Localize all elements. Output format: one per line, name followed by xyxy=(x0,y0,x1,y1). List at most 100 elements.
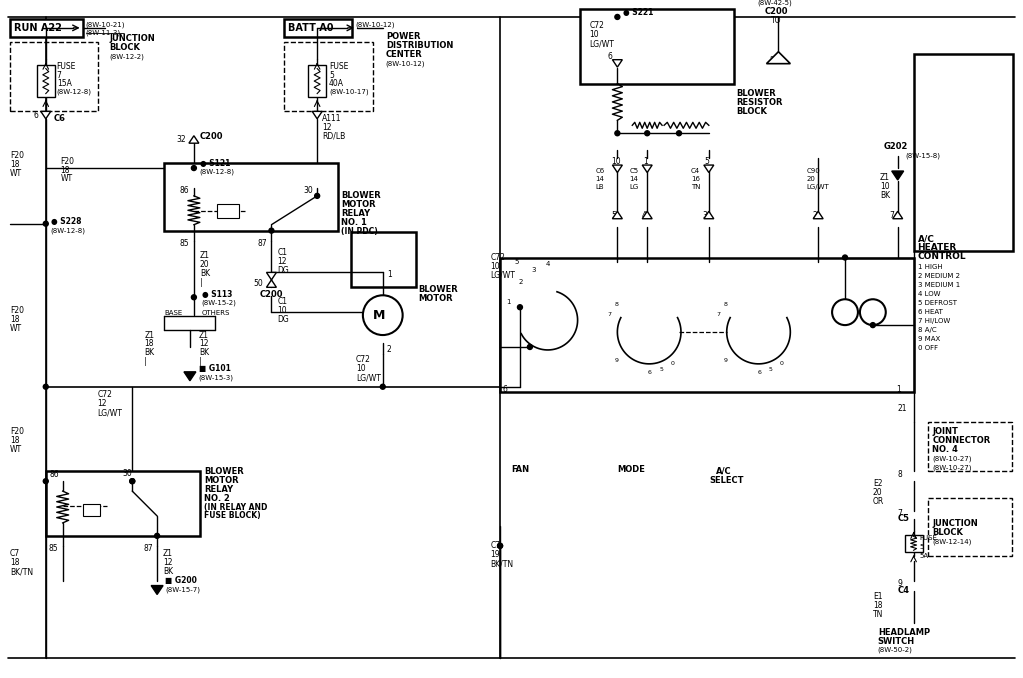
Text: C1: C1 xyxy=(277,248,287,257)
Text: 30: 30 xyxy=(303,186,313,195)
Text: 4: 4 xyxy=(546,262,550,267)
Text: (IN RELAY AND: (IN RELAY AND xyxy=(204,502,267,511)
Text: G202: G202 xyxy=(884,142,908,151)
Text: ● S121: ● S121 xyxy=(199,159,230,167)
Bar xyxy=(351,232,415,287)
Text: 5: 5 xyxy=(769,367,773,372)
Bar xyxy=(308,65,326,97)
Text: 10: 10 xyxy=(880,182,889,191)
Text: JUNCTION: JUNCTION xyxy=(933,519,978,528)
Text: FUSE: FUSE xyxy=(920,535,937,541)
Polygon shape xyxy=(266,280,276,287)
Text: (8W-11-3): (8W-11-3) xyxy=(86,30,121,36)
Text: 4: 4 xyxy=(641,212,647,220)
Bar xyxy=(164,163,338,231)
Text: BK/TN: BK/TN xyxy=(490,559,514,568)
Text: |: | xyxy=(144,357,147,366)
Text: LB: LB xyxy=(595,184,605,190)
Text: (8W-12-8): (8W-12-8) xyxy=(199,169,235,176)
Text: LG: LG xyxy=(629,184,638,190)
Text: Z1: Z1 xyxy=(144,331,154,340)
Text: |: | xyxy=(198,357,202,366)
Text: 10: 10 xyxy=(612,157,621,165)
Text: ● S113: ● S113 xyxy=(202,290,232,299)
Text: 18: 18 xyxy=(144,340,153,348)
Text: 1: 1 xyxy=(896,385,900,394)
Text: MOTOR: MOTOR xyxy=(418,294,453,303)
Polygon shape xyxy=(312,111,322,119)
Text: A111: A111 xyxy=(322,114,342,123)
Text: Z1: Z1 xyxy=(199,251,210,260)
Text: 12: 12 xyxy=(163,558,173,567)
Text: (IN PDC): (IN PDC) xyxy=(341,227,377,236)
Text: 6 HEAT: 6 HEAT xyxy=(918,309,942,315)
Text: 6: 6 xyxy=(608,52,613,61)
Text: 1: 1 xyxy=(387,270,392,279)
Text: CONTROL: CONTROL xyxy=(918,252,966,261)
Text: 9: 9 xyxy=(724,357,728,363)
Circle shape xyxy=(676,131,681,136)
Text: 7 HI/LOW: 7 HI/LOW xyxy=(918,318,949,324)
Text: DG: DG xyxy=(277,315,290,323)
Text: C90: C90 xyxy=(806,168,820,174)
Text: 2: 2 xyxy=(519,279,524,285)
Text: RD/LB: RD/LB xyxy=(322,132,346,141)
Text: WT: WT xyxy=(10,169,23,178)
Text: BATT A0: BATT A0 xyxy=(288,23,333,33)
Text: TN: TN xyxy=(691,184,701,190)
Text: BLOCK: BLOCK xyxy=(109,43,140,52)
Polygon shape xyxy=(189,136,198,143)
Polygon shape xyxy=(642,165,652,172)
Text: BLOCK: BLOCK xyxy=(933,528,964,538)
Text: POWER: POWER xyxy=(386,33,420,41)
Bar xyxy=(914,54,1013,251)
Text: ■ G200: ■ G200 xyxy=(165,576,197,585)
Circle shape xyxy=(615,131,620,136)
Bar xyxy=(83,504,100,516)
Text: DG: DG xyxy=(277,266,290,275)
Text: BK: BK xyxy=(163,567,173,576)
Text: 5: 5 xyxy=(660,367,664,372)
Text: F20: F20 xyxy=(60,157,75,165)
Circle shape xyxy=(43,221,48,226)
Text: OTHERS: OTHERS xyxy=(202,310,230,316)
Text: (8W-15-3): (8W-15-3) xyxy=(198,374,234,381)
Text: 12: 12 xyxy=(97,399,107,408)
Polygon shape xyxy=(151,586,163,595)
Text: MOTOR: MOTOR xyxy=(204,476,238,485)
Circle shape xyxy=(528,344,532,349)
Text: 10: 10 xyxy=(589,31,599,39)
Text: 6: 6 xyxy=(502,385,507,394)
Text: (8W-42-5): (8W-42-5) xyxy=(758,0,792,6)
Circle shape xyxy=(315,193,319,199)
Text: E1: E1 xyxy=(873,592,883,601)
Text: 50: 50 xyxy=(254,279,263,288)
Text: 15A: 15A xyxy=(56,79,72,88)
Text: 8: 8 xyxy=(614,302,618,307)
Text: C72: C72 xyxy=(97,391,113,399)
Circle shape xyxy=(130,479,135,483)
Text: 1: 1 xyxy=(506,299,510,305)
Polygon shape xyxy=(893,212,902,219)
Text: (8W-10-27): (8W-10-27) xyxy=(933,464,972,471)
Text: 0: 0 xyxy=(670,361,674,366)
Text: A/C: A/C xyxy=(716,466,731,476)
Text: SELECT: SELECT xyxy=(710,476,745,485)
Text: E2: E2 xyxy=(873,479,883,487)
Text: 6: 6 xyxy=(757,370,761,375)
Bar xyxy=(284,19,352,37)
Bar xyxy=(46,471,199,536)
Text: Z1: Z1 xyxy=(198,331,209,340)
Text: 18: 18 xyxy=(10,159,19,169)
Polygon shape xyxy=(613,60,622,67)
Text: RUN A22: RUN A22 xyxy=(14,23,61,33)
Text: BLOCK: BLOCK xyxy=(737,107,767,116)
Text: FUSE: FUSE xyxy=(329,62,349,71)
Text: C200: C200 xyxy=(199,132,223,141)
Polygon shape xyxy=(704,165,714,172)
Bar xyxy=(10,19,83,37)
Text: NO. 4: NO. 4 xyxy=(933,445,959,454)
Circle shape xyxy=(871,323,876,327)
Text: Z1: Z1 xyxy=(163,549,173,558)
Polygon shape xyxy=(766,52,791,64)
